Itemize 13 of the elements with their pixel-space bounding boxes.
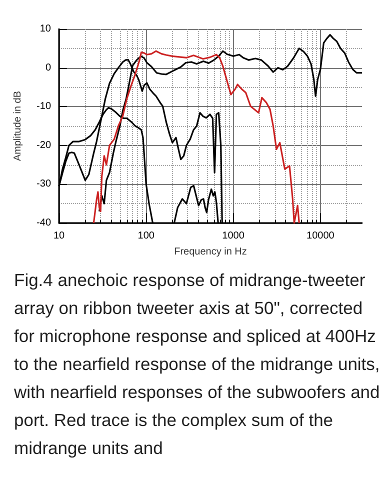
x-axis-title: Frequency in Hz <box>174 246 247 258</box>
y-tick-label: 10 <box>40 24 52 34</box>
y-tick-label: -30 <box>36 178 52 190</box>
x-tick-label: 10000 <box>306 230 335 242</box>
x-tick-label: 1000 <box>222 230 245 242</box>
y-axis-title: Amplitude in dB <box>12 90 24 162</box>
y-tick-label: -10 <box>36 101 52 112</box>
y-tick-label: 0 <box>45 62 52 74</box>
caption: Fig.4 anechoic response of midrange-tweeter array on ribbon tweeter axis at 50", corrected for microphone response and spliced at 400Hz to the nearfield response of the midrange units, with nearfield responses of the subwoofers and port. Red trace is the complex sum of the midrange units and <box>14 269 381 460</box>
x-tick-label: 100 <box>138 230 155 242</box>
x-tick-label: 10 <box>53 230 65 242</box>
y-tick-label: -20 <box>36 140 52 151</box>
y-tick-label: -40 <box>36 218 52 228</box>
